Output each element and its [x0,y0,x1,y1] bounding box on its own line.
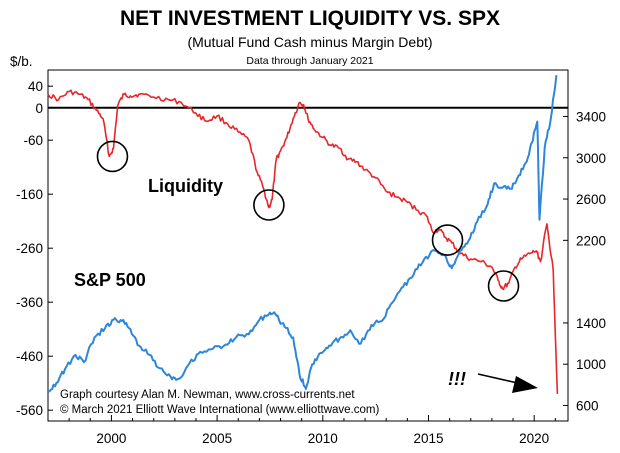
x-tick-label: 2000 [96,431,126,446]
y-right-tick-label: 3000 [576,151,606,166]
y-right-tick-label: 3400 [576,109,606,124]
y-left-unit: $/b. [10,54,33,69]
highlight-circles [96,140,520,302]
axis-ticks [48,85,568,421]
y-right-tick-label: 1000 [576,357,606,372]
x-tick-label: 2010 [308,431,338,446]
chart-data-note: Data through January 2021 [246,55,373,67]
y-left-tick-label: -460 [16,349,43,364]
y-right-tick-label: 600 [576,399,599,414]
highlight-circle [96,140,129,173]
chart-subtitle: (Mutual Fund Cash minus Margin Debt) [187,34,432,50]
liquidity-label: Liquidity [148,176,223,196]
x-tick-label: 2020 [519,431,549,446]
sp500-series-line [47,75,558,393]
exclaim-label: !!! [448,369,466,389]
plot-frame [47,69,569,422]
liquidity-series-line [47,89,559,395]
arrow-icon [477,373,538,393]
y-left-tick-label: 40 [28,79,43,94]
highlight-circle [431,224,464,256]
y-right-tick-label: 1400 [576,316,606,331]
credit-line-2: © March 2021 Elliott Wave International … [60,404,379,416]
x-tick-label: 2015 [413,431,443,446]
y-left-tick-label: -60 [23,133,43,148]
highlight-circle [253,189,285,221]
y-left-tick-label: -360 [16,295,43,310]
y-left-tick-label: -260 [16,241,43,256]
y-left-tick-label: 0 [35,101,43,116]
y-left-tick-label: -560 [16,403,43,418]
sp500-label: S&P 500 [74,270,146,290]
highlight-circle [487,270,520,302]
chart-title: NET INVESTMENT LIQUIDITY VS. SPX [120,7,500,30]
y-left-tick-label: -160 [16,187,43,202]
y-right-tick-label: 2600 [576,192,606,207]
x-tick-label: 2005 [202,431,232,446]
tick-labels: 2000 2005 2010 2015 2020 40 0 -60 -160 -260 -360 -4… [16,79,606,446]
y-right-tick-label: 2200 [576,233,606,248]
credit-line-1: Graph courtesy Alan M. Newman, www.cross… [60,389,355,401]
